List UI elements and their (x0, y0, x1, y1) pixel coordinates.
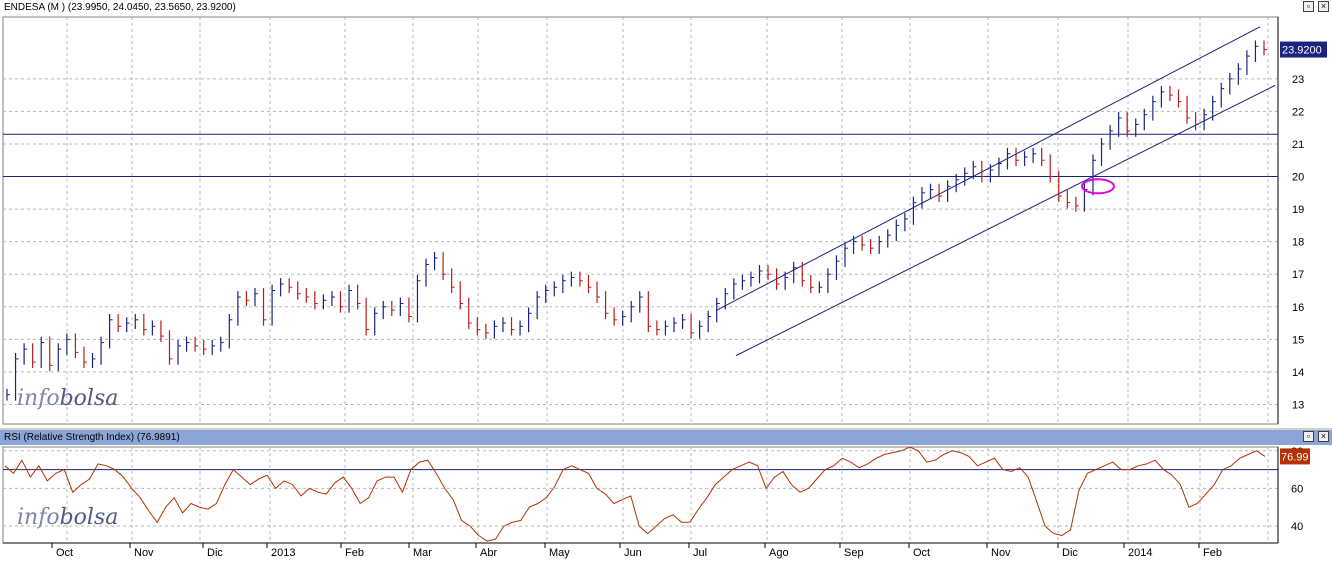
x-tick-label: 2013 (271, 547, 295, 559)
y-tick-label: 13 (1292, 399, 1304, 411)
restore-icon[interactable]: ▫ (1303, 1, 1314, 12)
restore-icon[interactable]: ▫ (1303, 431, 1314, 442)
x-tick-label: Feb (345, 547, 364, 559)
y-tick-label: 20 (1292, 172, 1304, 184)
plot-area (2, 16, 1279, 425)
y-tick-label: 19 (1292, 204, 1304, 216)
x-tick-label: Oct (56, 547, 73, 559)
y-tick-label: 21 (1292, 139, 1304, 151)
x-tick-label: Oct (913, 547, 930, 559)
close-icon[interactable]: × (1318, 1, 1329, 12)
price-panel-title: ENDESA (M ) (23.9950, 24.0450, 23.5650, … (4, 2, 236, 13)
x-tick-label: Ago (769, 547, 789, 559)
rsi-panel-header: RSI (Relative Strength Index) (76.9891) … (0, 430, 1332, 445)
x-tick-label: Dic (1062, 547, 1078, 559)
y-tick-label: 17 (1292, 269, 1304, 281)
y-tick-label: 14 (1292, 367, 1304, 379)
trend-channel-line (735, 84, 1276, 357)
price-panel: ENDESA (M ) (23.9950, 24.0450, 23.5650, … (0, 0, 1332, 428)
rsi-panel-title: RSI (Relative Strength Index) (76.9891) (4, 432, 180, 443)
last-value-label: 23.9200 (1282, 45, 1322, 57)
watermark-part-2: bolsa (60, 386, 119, 411)
x-tick-label: Nov (134, 547, 154, 559)
watermark-part-2: bolsa (60, 505, 119, 530)
rsi-watermark: infobolsa (17, 505, 118, 530)
x-tick-label: Mar (413, 547, 432, 559)
close-icon[interactable]: × (1318, 431, 1329, 442)
x-tick-label: Jun (624, 547, 642, 559)
y-tick-label: 15 (1292, 334, 1304, 346)
rsi-last-value-label-bg (1280, 448, 1310, 465)
price-chart: 13 14 15 16 17 18 19 20 21 22 23 23.9200 infobolsa (2, 16, 1327, 425)
rsi-panel: RSI (Relative Strength Index) (76.9891) … (0, 430, 1332, 561)
rsi-chart: 40608076.99OctNovDic2013FebMarAbrMayJunJ… (2, 446, 1310, 559)
rsi-line (4, 446, 1266, 542)
y-tick-label: 18 (1292, 237, 1304, 249)
watermark-part-1: info (17, 505, 60, 530)
x-tick-label: Jul (693, 547, 707, 559)
y-tick-label: 16 (1292, 302, 1304, 314)
trend-channel-line (716, 26, 1261, 311)
x-tick-label: Sep (844, 547, 864, 559)
watermark: infobolsa (17, 386, 118, 411)
x-tick-label: 2014 (1128, 547, 1152, 559)
x-tick-label: Dic (207, 547, 223, 559)
rsi-y-tick-label: 60 (1291, 483, 1303, 495)
x-tick-label: Feb (1203, 547, 1222, 559)
rsi-last-value-label: 76.99 (1281, 451, 1309, 463)
x-tick-label: Nov (991, 547, 1011, 559)
rsi-plot-area (2, 446, 1279, 544)
x-tick-label: May (549, 547, 570, 559)
price-panel-header: ENDESA (M ) (23.9950, 24.0450, 23.5650, … (0, 0, 1332, 15)
last-value-label-bg (1280, 41, 1327, 58)
watermark-part-1: info (17, 386, 60, 411)
highlight-ellipse (1081, 178, 1115, 195)
y-tick-label: 22 (1292, 106, 1304, 118)
y-tick-label: 23 (1292, 74, 1304, 86)
x-tick-label: Abr (480, 547, 497, 559)
rsi-y-tick-label: 40 (1291, 521, 1303, 533)
